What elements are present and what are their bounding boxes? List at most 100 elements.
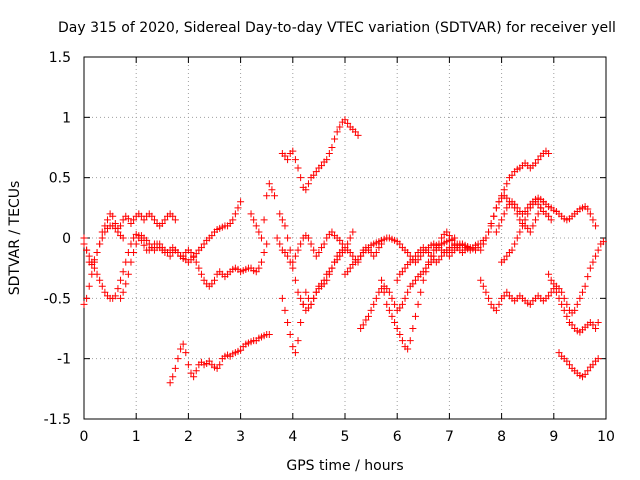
series-track-c (80, 222, 127, 269)
data-point (195, 264, 203, 272)
data-point (503, 194, 511, 202)
data-point (179, 340, 187, 348)
data-point (477, 246, 485, 254)
data-point (511, 204, 519, 212)
data-point (425, 248, 433, 256)
data-point (310, 171, 318, 179)
data-point (130, 248, 138, 256)
data-point (323, 156, 331, 164)
data-point (200, 276, 208, 284)
data-point (367, 306, 375, 314)
data-point (341, 246, 349, 254)
data-point (495, 222, 503, 230)
data-point (592, 252, 600, 260)
data-point (414, 300, 422, 308)
series-track-i (278, 116, 362, 194)
data-point (291, 252, 299, 260)
data-point (302, 288, 310, 296)
data-point (513, 210, 521, 218)
data-point (331, 135, 339, 143)
data-point (534, 156, 542, 164)
data-point (132, 240, 140, 248)
data-point (119, 288, 127, 296)
data-point (291, 156, 299, 164)
data-point (310, 294, 318, 302)
data-point (117, 222, 125, 230)
data-point (231, 210, 239, 218)
data-point (187, 248, 195, 256)
chart-title: Day 315 of 2020, Sidereal Day-to-day VTE… (58, 20, 616, 36)
data-point (485, 294, 493, 302)
data-point (271, 192, 279, 200)
data-point (171, 364, 179, 372)
data-point (119, 216, 127, 224)
x-axis-title: GPS time / hours (286, 458, 403, 474)
data-point (304, 180, 312, 188)
data-point (385, 306, 393, 314)
y-axis-title: SDTVAR / TECUs (7, 181, 23, 296)
data-point (294, 337, 302, 345)
data-point (320, 240, 328, 248)
data-point (226, 220, 234, 228)
y-tick-label: -1.5 (44, 412, 71, 428)
data-point (354, 256, 362, 264)
data-point (289, 264, 297, 272)
data-point (445, 244, 453, 252)
data-point (325, 268, 333, 276)
data-point (289, 147, 297, 155)
data-point (281, 222, 289, 230)
data-point (383, 300, 391, 308)
data-point (187, 369, 195, 377)
data-point (83, 294, 91, 302)
data-point (117, 276, 125, 284)
data-point (592, 222, 600, 230)
data-point (584, 367, 592, 375)
data-point (197, 270, 205, 278)
data-point (500, 256, 508, 264)
data-point (98, 282, 106, 290)
data-point (286, 331, 294, 339)
series-track-t (545, 238, 607, 317)
data-point (485, 228, 493, 236)
y-tick-label: 0.5 (49, 171, 71, 187)
data-point (336, 252, 344, 260)
data-point (320, 276, 328, 284)
data-point (521, 216, 529, 224)
data-point (190, 253, 198, 261)
series-track-a (80, 210, 179, 308)
data-point (156, 240, 164, 248)
data-point (354, 131, 362, 139)
data-point (346, 248, 354, 256)
series-track-d (117, 198, 245, 302)
data-point (391, 318, 399, 326)
data-point (98, 234, 106, 242)
data-point (584, 273, 592, 281)
data-point (85, 252, 93, 260)
data-point (375, 244, 383, 252)
data-point (388, 312, 396, 320)
data-point (177, 345, 185, 353)
data-point (594, 318, 602, 326)
data-point (513, 234, 521, 242)
data-point (378, 276, 386, 284)
data-point (140, 216, 148, 224)
data-point (281, 248, 289, 256)
data-point (344, 119, 352, 127)
data-point (579, 288, 587, 296)
data-point (508, 200, 516, 208)
data-point (534, 200, 542, 208)
data-point (260, 248, 268, 256)
data-point (318, 162, 326, 170)
data-point (237, 198, 245, 206)
data-point (362, 316, 370, 324)
data-point (184, 361, 192, 369)
data-point (545, 292, 553, 300)
axis-ticks: 0 1 2 3 4 5 6 7 8 9 10 -1.5 -1 -0.5 0 0.5 1 1.5 (44, 50, 615, 445)
data-point (318, 244, 326, 252)
data-point (357, 252, 365, 260)
data-point (503, 204, 511, 212)
data-point (404, 345, 412, 353)
data-point (563, 312, 571, 320)
data-point (581, 282, 589, 290)
x-tick-label: 7 (445, 429, 454, 445)
